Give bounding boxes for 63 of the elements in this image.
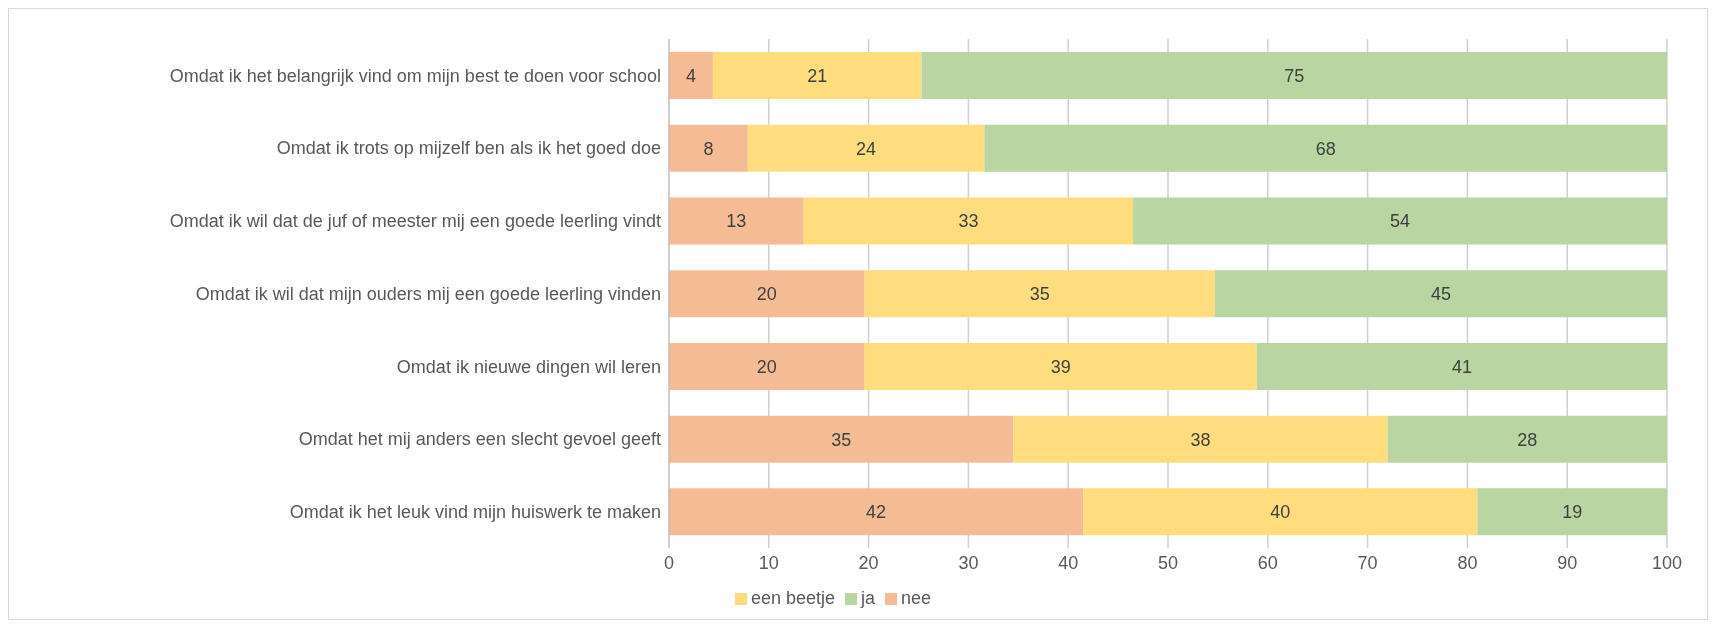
data-label: 38 [1190,429,1211,450]
x-tick-label: 60 [1257,552,1278,573]
x-tick-label: 100 [1651,552,1683,573]
bar [747,124,985,172]
y-tick-label: Omdat ik wil dat de juf of meester mij een goede leerling vindt [169,211,661,232]
data-label: 75 [1284,65,1305,86]
data-label: 68 [1315,138,1336,159]
x-tick-label: 10 [758,552,779,573]
data-label: 35 [831,429,852,450]
data-label: 21 [807,65,828,86]
y-tick-label: Omdat ik trots op mijzelf ben als ik het goed doe [276,138,661,159]
x-tick-label: 0 [663,552,675,573]
legend-label: nee [901,588,932,608]
bar [864,342,1257,390]
data-label: 4 [685,65,696,86]
bar [1387,415,1667,463]
x-tick-label: 70 [1357,552,1378,573]
data-label: 42 [866,502,887,523]
bar [1013,415,1388,463]
bar [984,124,1667,172]
data-label: 20 [756,284,777,305]
data-label: 41 [1451,356,1472,377]
legend-label: een beetje [750,588,835,608]
x-tick-label: 50 [1157,552,1179,573]
bar [712,52,922,100]
x-tick-label: 30 [958,552,979,573]
x-tick-label: 20 [858,552,879,573]
bar [921,52,1667,100]
bar [803,197,1134,245]
bar [669,124,748,172]
bar [1083,488,1478,536]
x-tick-label: 90 [1557,552,1578,573]
data-label: 35 [1029,284,1050,305]
y-tick-label: Omdat ik wil dat mijn ouders mij een goede leerling vinden [195,283,661,304]
data-label: 13 [726,211,747,232]
bar [669,52,713,100]
x-tick-label: 40 [1058,552,1079,573]
bar [669,197,804,245]
bar [1256,342,1667,390]
data-label: 24 [856,138,877,159]
data-label: 40 [1270,502,1291,523]
bar [669,415,1014,463]
bar [1477,488,1667,536]
bar [669,270,865,318]
y-tick-label: Omdat ik nieuwe dingen wil leren [396,356,661,377]
data-label: 28 [1517,429,1538,450]
data-label: 8 [703,138,714,159]
x-tick-label: 80 [1457,552,1478,573]
y-tick-label: Omdat ik het belangrijk vind om mijn best te doen voor school [169,65,661,86]
data-label: 54 [1390,211,1411,232]
bar [669,342,865,390]
data-label: 39 [1050,356,1071,377]
bar [669,488,1084,536]
bar [1133,197,1667,245]
y-tick-label: Omdat het mij anders een slecht gevoel geeft [298,429,661,450]
data-label: 45 [1430,284,1451,305]
data-label: 20 [756,356,777,377]
data-label: 33 [958,211,979,232]
bar [864,270,1215,318]
data-label: 19 [1562,502,1583,523]
legend-label: ja [861,588,876,608]
y-tick-label: Omdat ik het leuk vind mijn huiswerk te maken [289,502,661,523]
bar [1214,270,1667,318]
